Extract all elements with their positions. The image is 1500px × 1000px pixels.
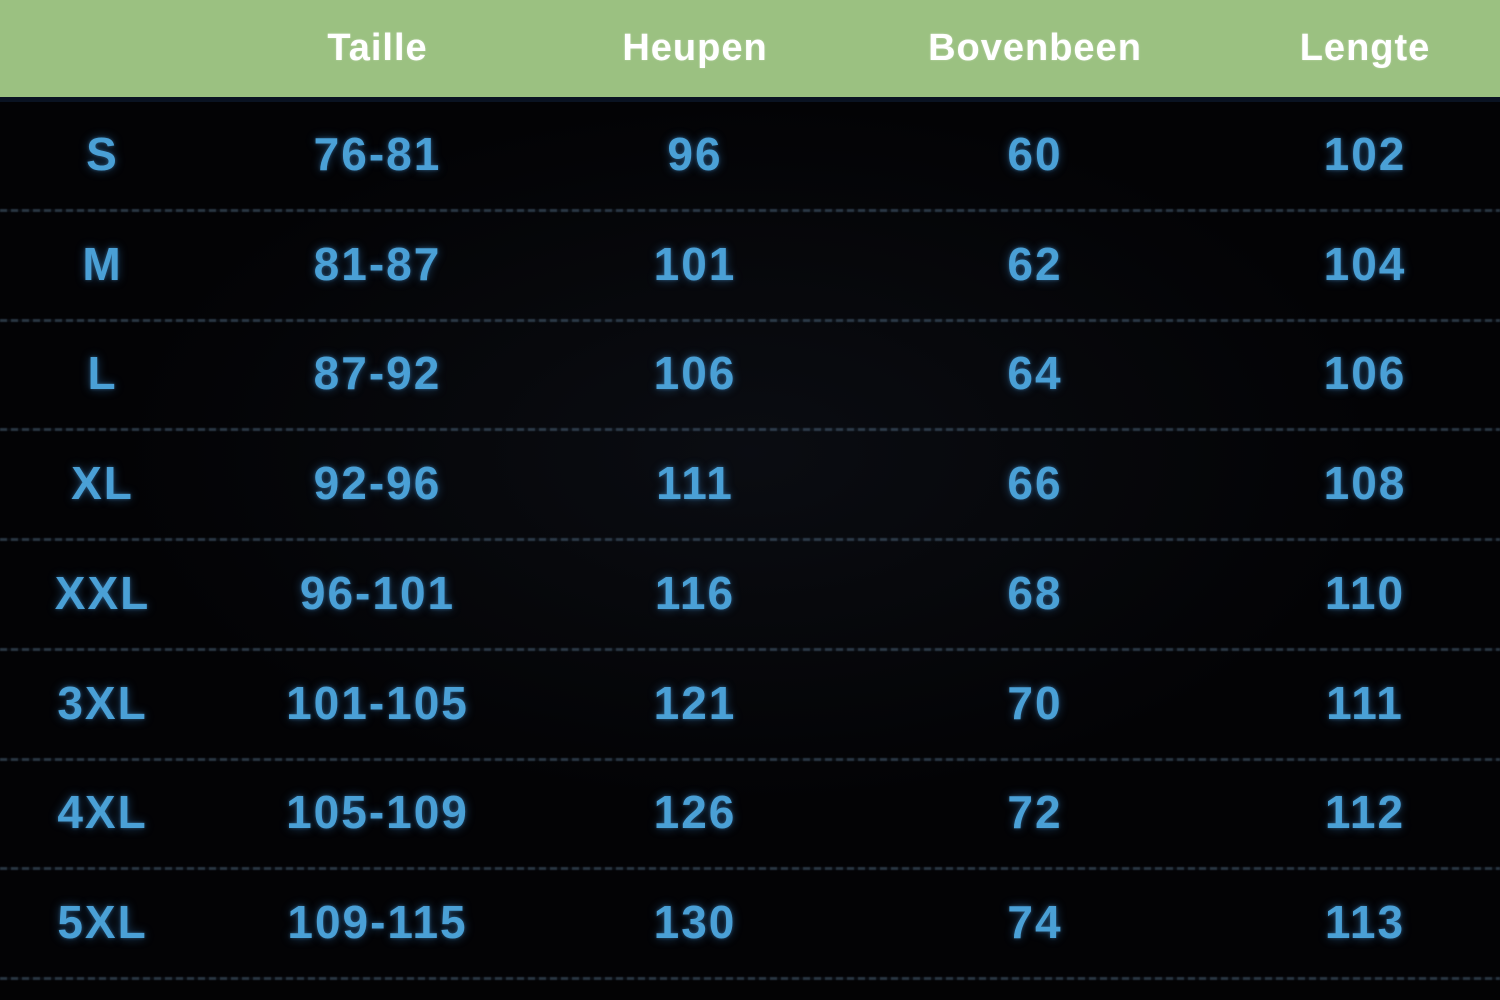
size-cell: 4XL: [57, 786, 148, 839]
lengte-cell: 108: [1323, 457, 1407, 510]
table-row-4xl: 4XL 105-109 126 72 112: [0, 761, 1500, 871]
lengte-cell: 113: [1324, 896, 1406, 949]
bovenbeen-cell: 68: [1007, 566, 1063, 619]
heupen-cell: 130: [653, 896, 737, 949]
bovenbeen-cell: 72: [1007, 786, 1063, 839]
table-row-xl: XL 92-96 111 66 108: [0, 431, 1500, 541]
lengte-cell: 102: [1323, 127, 1407, 180]
table-row-s: S 76-81 96 60 102: [0, 102, 1500, 212]
bovenbeen-cell: 70: [1007, 676, 1063, 729]
heupen-cell: 96: [667, 127, 723, 180]
bovenbeen-cell: 66: [1007, 457, 1063, 510]
bovenbeen-cell: 60: [1007, 127, 1063, 180]
taille-cell: 96-101: [299, 566, 456, 619]
taille-cell: 92-96: [313, 457, 442, 510]
size-cell: L: [87, 347, 118, 400]
size-cell: XL: [71, 457, 134, 510]
taille-cell: 109-115: [287, 896, 468, 949]
size-cell: M: [82, 237, 123, 290]
table-row-m: M 81-87 101 62 104: [0, 212, 1500, 322]
size-cell: XXL: [54, 566, 151, 619]
lengte-cell: 112: [1324, 786, 1406, 839]
table-row-5xl: 5XL 109-115 130 74 113: [0, 870, 1500, 980]
bovenbeen-cell: 64: [1007, 347, 1063, 400]
heupen-cell: 101: [653, 237, 737, 290]
column-header-taille: Taille: [327, 27, 428, 69]
heupen-cell: 106: [653, 347, 737, 400]
size-cell: 5XL: [57, 896, 148, 949]
table-row-l: L 87-92 106 64 106: [0, 322, 1500, 432]
bottom-strip: [0, 980, 1500, 1000]
lengte-cell: 104: [1323, 237, 1407, 290]
heupen-cell: 111: [656, 457, 734, 510]
column-header-heupen: Heupen: [622, 27, 768, 69]
size-cell: S: [86, 127, 119, 180]
heupen-cell: 116: [654, 566, 736, 619]
column-header-lengte: Lengte: [1299, 27, 1431, 69]
column-header-bovenbeen: Bovenbeen: [928, 27, 1142, 69]
size-cell: 3XL: [57, 676, 148, 729]
heupen-cell: 121: [653, 676, 737, 729]
table-row-3xl: 3XL 101-105 121 70 111: [0, 651, 1500, 761]
heupen-cell: 126: [653, 786, 737, 839]
table-header-row: Taille Heupen Bovenbeen Lengte: [0, 0, 1500, 97]
taille-cell: 81-87: [313, 237, 442, 290]
taille-cell: 76-81: [313, 127, 442, 180]
table-row-xxl: XXL 96-101 116 68 110: [0, 541, 1500, 651]
bovenbeen-cell: 62: [1007, 237, 1063, 290]
lengte-cell: 106: [1323, 347, 1407, 400]
header-divider: [0, 97, 1500, 102]
bovenbeen-cell: 74: [1007, 896, 1063, 949]
lengte-cell: 110: [1324, 566, 1406, 619]
taille-cell: 87-92: [313, 347, 442, 400]
table-body: S 76-81 96 60 102 M 81-87 101 62 104 L 8…: [0, 102, 1500, 980]
taille-cell: 101-105: [286, 676, 469, 729]
taille-cell: 105-109: [286, 786, 469, 839]
lengte-cell: 111: [1326, 676, 1404, 729]
